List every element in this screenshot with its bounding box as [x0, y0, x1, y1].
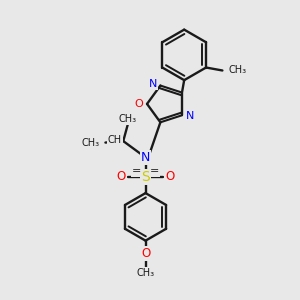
- Text: S: S: [141, 170, 150, 184]
- Text: CH₃: CH₃: [82, 138, 100, 148]
- Text: CH₃: CH₃: [136, 268, 154, 278]
- Text: N: N: [185, 111, 194, 121]
- Text: CH: CH: [108, 135, 122, 145]
- Text: CH₃: CH₃: [229, 65, 247, 76]
- Text: O: O: [135, 99, 143, 109]
- Text: N: N: [141, 151, 150, 164]
- Text: N: N: [148, 79, 157, 89]
- Text: O: O: [141, 247, 150, 260]
- Text: O: O: [165, 170, 174, 183]
- Text: =: =: [132, 167, 142, 176]
- Text: O: O: [117, 170, 126, 183]
- Text: CH₃: CH₃: [118, 114, 137, 124]
- Text: =: =: [149, 167, 159, 176]
